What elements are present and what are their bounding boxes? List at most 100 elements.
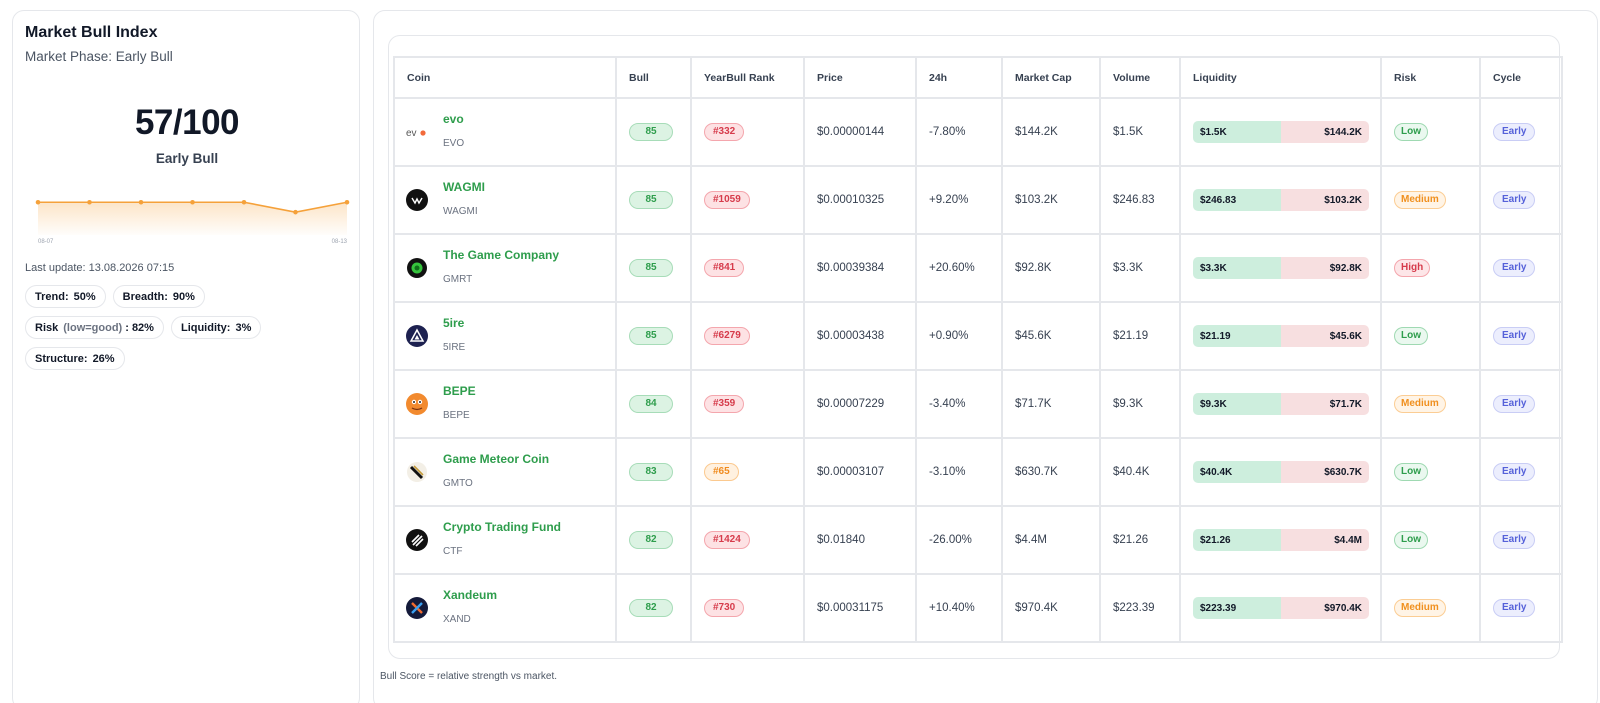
liquidity-volume: $246.83 — [1193, 189, 1281, 211]
coin-name[interactable]: 5ire — [443, 315, 465, 330]
volume-cell: $40.4K — [1099, 437, 1181, 507]
bull-score-footnote: Bull Score = relative strength vs market… — [380, 671, 558, 682]
bull-score-badge: 82 — [629, 599, 673, 617]
volume-cell: $3.3K — [1099, 233, 1181, 303]
sparkline-area — [38, 202, 347, 235]
coin-name[interactable]: Crypto Trading Fund — [443, 519, 561, 534]
coin-name[interactable]: evo — [443, 111, 464, 126]
risk-badge: Medium — [1394, 395, 1446, 413]
rank-cell: #841 — [690, 233, 805, 303]
trend-pill: Trend: 50% — [25, 285, 106, 308]
market-cap-cell: $144.2K — [1001, 97, 1101, 167]
volume-cell: $1.5K — [1099, 97, 1181, 167]
price-cell: $0.00003107 — [803, 437, 917, 507]
coin-symbol: WAGMI — [443, 205, 478, 217]
bull-score: 57/100 — [134, 103, 240, 142]
bull-cell: 82 — [615, 505, 692, 575]
yearbull-rank-badge: #65 — [704, 463, 739, 481]
risk-cell: Medium — [1380, 369, 1481, 439]
cycle-badge: Early — [1493, 463, 1536, 481]
change-24h-cell: +0.90% — [915, 301, 1003, 371]
risk-cell: Low — [1380, 97, 1481, 167]
header-bull[interactable]: Bull — [615, 56, 692, 99]
breadth-pill: Breadth: 90% — [112, 285, 205, 308]
risk-badge: Low — [1394, 463, 1428, 481]
header-price[interactable]: Price — [803, 56, 917, 99]
liquidity-cell: $40.4K $630.7K — [1179, 437, 1382, 507]
header-coin[interactable]: Coin — [393, 56, 617, 99]
bull-cell: 85 — [615, 165, 692, 235]
cycle-cell: Early — [1479, 505, 1563, 575]
coin-cell: Game Meteor Coin GMTO — [393, 437, 617, 507]
sparkline-point — [87, 199, 92, 205]
cycle-badge: Early — [1493, 191, 1536, 209]
market-cap-cell: $103.2K — [1001, 165, 1101, 235]
table-header-row: Coin Bull YearBull Rank Price 24h Market… — [393, 56, 1563, 99]
coin-name[interactable]: Xandeum — [443, 587, 498, 602]
table-row[interactable]: Game Meteor Coin GMTO 83 #65 $0.00003107… — [393, 437, 1563, 507]
table-row[interactable]: Crypto Trading Fund CTF 82 #1424 $0.0184… — [393, 505, 1563, 575]
liquidity-bar: $21.19 $45.6K — [1193, 325, 1369, 347]
cycle-cell: Early — [1479, 165, 1563, 235]
header-liquidity[interactable]: Liquidity — [1179, 56, 1382, 99]
table-row[interactable]: WAGMI WAGMI 85 #1059 $0.00010325 +9.20% … — [393, 165, 1563, 235]
liquidity-bar: $223.39 $970.4K — [1193, 597, 1369, 619]
coin-symbol: 5IRE — [443, 341, 466, 353]
price-cell: $0.01840 — [803, 505, 917, 575]
price-cell: $0.00003438 — [803, 301, 917, 371]
liquidity-mcap: $4.4M — [1281, 529, 1369, 551]
liquidity-label: Liquidity: — [180, 321, 231, 334]
coin-cell: WAGMI WAGMI — [393, 165, 617, 235]
liquidity-volume: $1.5K — [1193, 121, 1281, 143]
metrics-pills: Trend: 50% Breadth: 90% Risk (low=good) … — [25, 285, 355, 378]
header-cycle[interactable]: Cycle — [1479, 56, 1563, 99]
cycle-cell: Early — [1479, 301, 1563, 371]
yearbull-rank-badge: #359 — [704, 395, 745, 413]
header-24h[interactable]: 24h — [915, 56, 1003, 99]
breadth-label: Breadth: — [122, 290, 168, 303]
liquidity-volume: $3.3K — [1193, 257, 1281, 279]
cycle-cell: Early — [1479, 233, 1563, 303]
yearbull-rank-badge: #730 — [704, 599, 745, 617]
svg-text:ev: ev — [406, 128, 417, 138]
coin-symbol: GMTO — [443, 477, 473, 489]
header-market-cap[interactable]: Market Cap — [1001, 56, 1101, 99]
liquidity-volume: $21.19 — [1193, 325, 1281, 347]
coin-name[interactable]: The Game Company — [443, 247, 560, 262]
liquidity-cell: $21.19 $45.6K — [1179, 301, 1382, 371]
coin-name[interactable]: WAGMI — [443, 179, 485, 194]
change-24h-cell: -3.40% — [915, 369, 1003, 439]
sparkline-point — [35, 199, 41, 205]
table-row[interactable]: 5ire 5IRE 85 #6279 $0.00003438 +0.90% $4… — [393, 301, 1563, 371]
table-row[interactable]: The Game Company GMRT 85 #841 $0.0003938… — [393, 233, 1563, 303]
volume-cell: $21.19 — [1099, 301, 1181, 371]
liquidity-volume: $9.3K — [1193, 393, 1281, 415]
table-row[interactable]: ev evo EVO 85 #332 $0.00000144 -7.80% $1… — [393, 97, 1563, 167]
bull-score-label: Early Bull — [155, 151, 219, 166]
header-yearbull-rank[interactable]: YearBull Rank — [690, 56, 805, 99]
rank-cell: #730 — [690, 573, 805, 643]
bull-cell: 85 — [615, 97, 692, 167]
coin-name[interactable]: Game Meteor Coin — [443, 451, 550, 466]
table-row[interactable]: BEPE BEPE 84 #359 $0.00007229 -3.40% $71… — [393, 369, 1563, 439]
coin-symbol: GMRT — [443, 273, 473, 285]
coin-symbol: EVO — [443, 137, 465, 149]
liquidity-cell: $3.3K $92.8K — [1179, 233, 1382, 303]
yearbull-rank-badge: #841 — [704, 259, 745, 277]
sparkline-start-label: 08-07 — [38, 239, 54, 245]
header-volume[interactable]: Volume — [1099, 56, 1181, 99]
header-risk[interactable]: Risk — [1380, 56, 1481, 99]
ctf-logo-icon — [406, 529, 428, 551]
rank-cell: #65 — [690, 437, 805, 507]
cycle-badge: Early — [1493, 531, 1536, 549]
evo-logo-icon: ev — [406, 121, 428, 143]
coin-name[interactable]: BEPE — [443, 383, 476, 398]
cycle-badge: Early — [1493, 259, 1536, 277]
sparkline-point — [241, 199, 247, 205]
table-row[interactable]: Xandeum XAND 82 #730 $0.00031175 +10.40%… — [393, 573, 1563, 643]
liquidity-volume: $21.26 — [1193, 529, 1281, 551]
volume-cell: $246.83 — [1099, 165, 1181, 235]
sparkline-point — [138, 199, 144, 205]
bull-score-badge: 84 — [629, 395, 673, 413]
structure-label: Structure: — [35, 352, 88, 365]
